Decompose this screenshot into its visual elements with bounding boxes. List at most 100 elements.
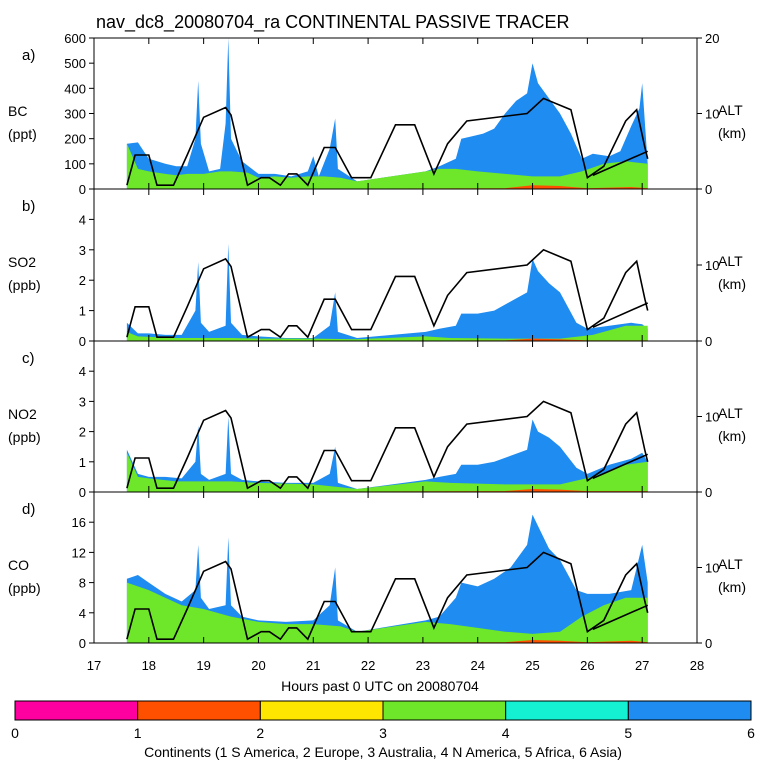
x-tick-label: 21 [306, 658, 320, 673]
colorbar-tick-label: 2 [256, 725, 264, 741]
y-axis-units: (ppb) [8, 277, 41, 293]
x-tick-label: 24 [470, 658, 484, 673]
alt-axis-label: ALT [718, 102, 743, 118]
y-axis-units: (ppb) [8, 429, 41, 445]
y-tick-label: 0 [79, 485, 86, 500]
plot-areas [126, 514, 649, 643]
colorbar-tick-label: 1 [134, 725, 142, 741]
panel-label: c) [22, 350, 35, 367]
alt-axis-units: (km) [718, 579, 746, 595]
y-tick-label: 1 [79, 455, 86, 470]
colorbar-swatch-2 [137, 700, 261, 721]
y-tick-label: 0 [79, 636, 86, 651]
y-tick-label: 300 [64, 107, 86, 122]
area-series-n [126, 325, 648, 341]
panel-label: d) [22, 501, 35, 518]
y-tick-label: 4 [79, 212, 86, 227]
altitude-line [126, 551, 649, 641]
alt-tick-label: 10 [705, 410, 719, 425]
y-axis-name: CO [8, 557, 29, 573]
y-axis-units: (ppb) [8, 580, 41, 596]
x-tick-label: 22 [361, 658, 375, 673]
y-tick-label: 4 [79, 606, 86, 621]
area-series-europe [126, 489, 648, 492]
area-series-europe [126, 185, 648, 189]
panel-label: b) [22, 198, 35, 215]
alt-tick-label: 0 [705, 182, 712, 197]
area-series-europe [126, 640, 648, 643]
x-tick-label: 18 [142, 658, 156, 673]
y-axis-name: SO2 [8, 254, 36, 270]
y-tick-label: 16 [72, 515, 86, 530]
y-tick-label: 400 [64, 81, 86, 96]
panel-d: 0 4 8 12 16 0 10 d) CO (ppb) ALT (km) [8, 491, 746, 651]
panel-b: 0 1 2 3 4 0 10 b) SO2 (ppb) ALT (km) [8, 188, 746, 349]
y-tick-label: 3 [79, 243, 86, 258]
x-tick-label: 25 [525, 658, 539, 673]
area-series-n [126, 582, 648, 643]
y-tick-label: 0 [79, 334, 86, 349]
colorbar-tick-label: 5 [624, 725, 632, 741]
colorbar-swatch-4 [382, 700, 507, 721]
alt-tick-label: 10 [705, 561, 719, 576]
y-tick-label: 500 [64, 56, 86, 71]
x-tick-label: 17 [87, 658, 101, 673]
panel-a: 0 100 200 300 400 500 600 0 10 20 a) BC (ppt) ALT (km) [8, 31, 746, 197]
panel-c: 0 1 2 3 4 0 10 c) NO2 (ppb) ALT (km) [8, 340, 746, 500]
y-axis-name: NO2 [8, 406, 37, 422]
altitude-line [126, 97, 649, 187]
alt-tick-label: 0 [705, 636, 712, 651]
alt-tick-label: 10 [705, 107, 719, 122]
alt-tick-label: 10 [705, 258, 719, 273]
area-series-n [126, 143, 648, 189]
figure-title: nav_dc8_20080704_ra CONTINENTAL PASSIVE … [96, 12, 570, 33]
colorbar-tick-label: 4 [502, 725, 510, 741]
y-tick-label: 3 [79, 394, 86, 409]
colorbar-tick-label: 3 [379, 725, 387, 741]
alt-axis-label: ALT [718, 556, 743, 572]
colorbar: 0 1 2 3 4 5 6 [11, 700, 755, 741]
colorbar-swatch-6 [627, 700, 752, 721]
x-tick-label: 26 [580, 658, 594, 673]
colorbar-swatch-3 [259, 700, 384, 721]
area-series-asia [126, 416, 648, 492]
colorbar-tick-label: 0 [11, 725, 19, 741]
colorbar-tick-label: 6 [747, 725, 755, 741]
y-tick-label: 100 [64, 157, 86, 172]
y-tick-label: 4 [79, 364, 86, 379]
area-series-n [126, 452, 648, 492]
y-tick-label: 2 [79, 425, 86, 440]
x-tick-label: 20 [251, 658, 265, 673]
altitude-line [126, 400, 649, 490]
x-tick-label: 23 [416, 658, 430, 673]
plot-frame [93, 188, 698, 342]
y-axis-name: BC [8, 103, 27, 119]
y-tick-label: 600 [64, 31, 86, 46]
y-tick-label: 1 [79, 304, 86, 319]
alt-tick-label: 0 [705, 485, 712, 500]
alt-tick-label: 0 [705, 334, 712, 349]
colorbar-swatch-5 [505, 700, 629, 721]
alt-axis-units: (km) [718, 125, 746, 141]
x-tick-label: 19 [196, 658, 210, 673]
area-series-asia [126, 514, 648, 643]
x-tick-label: 28 [690, 658, 704, 673]
alt-axis-label: ALT [718, 253, 743, 269]
y-axis-units: (ppt) [8, 126, 37, 142]
x-axis-label: Hours past 0 UTC on 20080704 [281, 678, 479, 694]
altitude-line [126, 248, 649, 339]
colorbar-swatch-1 [14, 700, 139, 721]
area-series-asia [126, 243, 648, 341]
plot-areas [126, 38, 649, 189]
panel-label: a) [22, 47, 35, 64]
alt-tick-label: 20 [705, 31, 719, 46]
y-tick-label: 12 [72, 545, 86, 560]
y-tick-label: 8 [79, 576, 86, 591]
area-series-europe [126, 338, 648, 341]
plot-areas [126, 400, 649, 492]
area-series-asia [126, 38, 648, 189]
y-tick-label: 2 [79, 273, 86, 288]
x-axis-ticks: 17 18 19 20 21 22 23 24 25 26 27 28 [87, 658, 704, 673]
x-tick-label: 27 [635, 658, 649, 673]
